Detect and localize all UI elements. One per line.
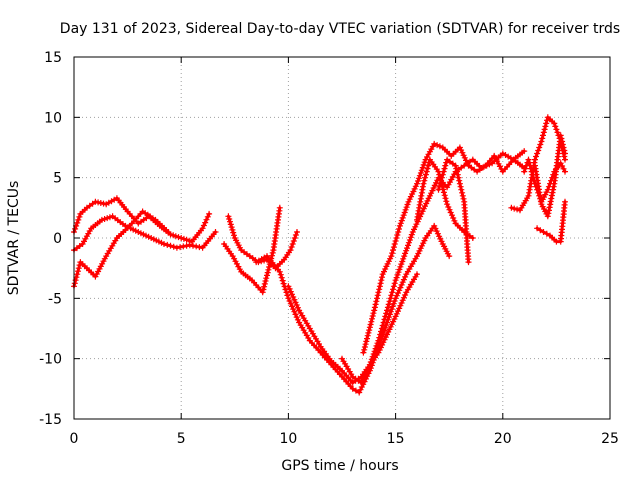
x-tick-label: 5 bbox=[177, 431, 186, 447]
data-traces bbox=[71, 114, 568, 396]
y-tick-label: -10 bbox=[39, 352, 62, 368]
series-track-6 bbox=[253, 222, 453, 396]
y-tick-label: 0 bbox=[53, 231, 62, 247]
series-track-9 bbox=[360, 140, 528, 356]
series-track-11 bbox=[435, 156, 472, 266]
x-tick-label: 20 bbox=[494, 431, 512, 447]
series-track-10 bbox=[414, 156, 476, 241]
y-tick-label: -5 bbox=[48, 291, 62, 307]
x-tick-label: 15 bbox=[387, 431, 405, 447]
tick-labels: 0 5 10 15 20 25 -15 -10 -5 0 5 10 15 bbox=[39, 50, 619, 447]
axis-ticks bbox=[73, 56, 611, 420]
chart-title: Day 131 of 2023, Sidereal Day-to-day VTE… bbox=[60, 21, 620, 37]
series-markers bbox=[435, 156, 472, 266]
y-axis-label: SDTVAR / TECUs bbox=[6, 181, 22, 296]
series-track-4 bbox=[225, 213, 300, 272]
series-markers bbox=[221, 204, 283, 296]
y-tick-label: 5 bbox=[53, 171, 62, 187]
series-track-5 bbox=[221, 204, 283, 296]
series-track-1 bbox=[71, 195, 213, 245]
series-markers bbox=[360, 140, 528, 356]
series-line bbox=[72, 214, 217, 252]
y-tick-label: 15 bbox=[44, 50, 62, 66]
x-tick-label: 0 bbox=[70, 431, 79, 447]
x-tick-label: 10 bbox=[279, 431, 297, 447]
series-track-3 bbox=[71, 208, 172, 290]
series-track-8 bbox=[339, 148, 528, 386]
y-tick-label: -15 bbox=[39, 412, 62, 428]
series-markers bbox=[225, 213, 300, 272]
series-markers bbox=[532, 132, 568, 220]
x-axis-label: GPS time / hours bbox=[281, 458, 398, 474]
y-tick-label: 10 bbox=[44, 110, 62, 126]
series-track-15 bbox=[534, 198, 568, 245]
series-markers bbox=[534, 198, 568, 245]
series-track-14 bbox=[532, 132, 568, 220]
x-tick-label: 25 bbox=[601, 431, 619, 447]
series-line bbox=[72, 210, 170, 288]
series-markers bbox=[253, 222, 453, 396]
series-markers bbox=[339, 148, 528, 386]
series-markers bbox=[71, 195, 213, 245]
